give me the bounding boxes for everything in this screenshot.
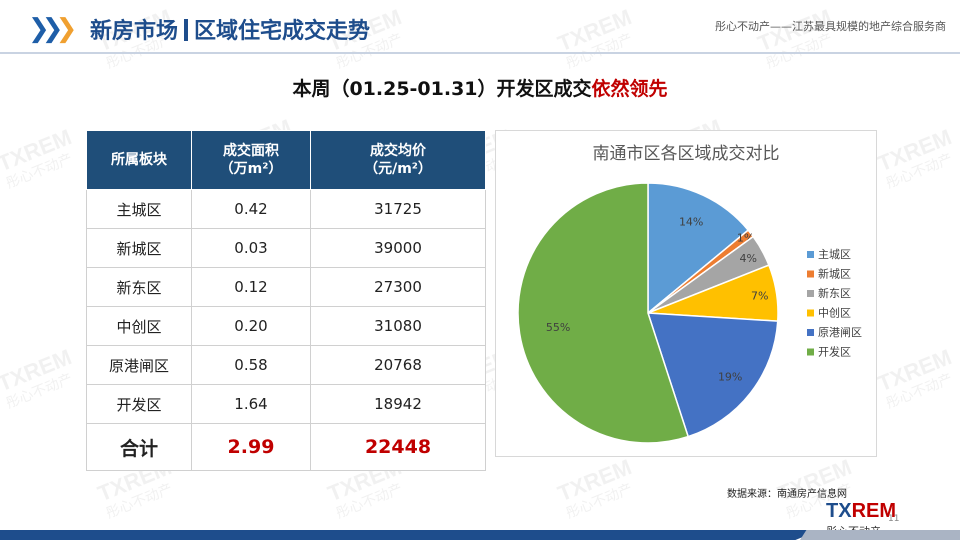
total-label: 合计 xyxy=(86,423,192,471)
cell-district: 新城区 xyxy=(86,228,192,268)
cell-area: 0.58 xyxy=(191,345,311,385)
header-rule xyxy=(0,52,960,54)
legend-swatch-3 xyxy=(807,290,814,297)
pie-slice-6 xyxy=(517,182,690,444)
slice-label-1: 14% xyxy=(679,215,703,228)
logo-main-a: TX xyxy=(826,500,852,522)
pie-chart: 南通市区各区域成交对比14%1%4%7%19%55%主城区新城区新东区中创区原港… xyxy=(517,144,862,444)
table-row: 主城区 0.42 31725 xyxy=(86,189,486,229)
col-header-price: 成交均价 （元/m²） xyxy=(310,130,486,190)
slice-label-3: 4% xyxy=(740,252,757,265)
legend-swatch-1 xyxy=(807,251,814,258)
pie-slice-5 xyxy=(646,312,779,438)
title-part1: 新房市场 xyxy=(90,19,179,44)
legend-label-3: 新东区 xyxy=(818,286,851,300)
cell-area: 0.03 xyxy=(191,228,311,268)
table-total-row: 合计 2.99 22448 xyxy=(86,423,486,471)
table-row: 新东区 0.12 27300 xyxy=(86,267,486,307)
cell-district: 开发区 xyxy=(86,384,192,424)
col-header-area: 成交面积 （万m²） xyxy=(191,130,311,190)
slice-label-5: 19% xyxy=(718,371,742,384)
tagline: 彤心不动产——江苏最具规模的地产综合服务商 xyxy=(715,20,946,33)
legend-swatch-2 xyxy=(807,270,814,278)
total-area: 2.99 xyxy=(191,423,311,471)
chevron-icon: ❯❯❯ xyxy=(28,14,77,44)
header: ❯❯❯ 新房市场 区域住宅成交走势 彤心不动产——江苏最具规模的地产综合服务商 xyxy=(0,0,960,56)
legend-swatch-4 xyxy=(807,309,814,317)
total-price: 22448 xyxy=(310,423,486,471)
cell-area: 0.20 xyxy=(191,306,311,346)
pie-chart-panel: 南通市区各区域成交对比 14% 1% 4% 7% 19% 55% 主城区 新城区 新东区 中创区 原港… xyxy=(495,130,877,457)
legend-label-5: 原港闸区 xyxy=(818,326,862,339)
chart-title: 南通市区各区域成交对比 xyxy=(593,144,780,164)
cell-district: 主城区 xyxy=(86,189,192,229)
title-divider xyxy=(184,19,189,41)
subtitle-main: 本周（01.25-01.31）开发区成交 xyxy=(292,78,592,100)
table-header-row: 所属板块 成交面积 （万m²） 成交均价 （元/m²） xyxy=(86,130,486,190)
cell-price: 18942 xyxy=(310,384,486,424)
cell-price: 31080 xyxy=(310,306,486,346)
table-row: 原港闸区 0.58 20768 xyxy=(86,345,486,385)
title-part2: 区域住宅成交走势 xyxy=(194,19,371,44)
subtitle-highlight: 依然领先 xyxy=(591,78,668,100)
table-row: 中创区 0.20 31080 xyxy=(86,306,486,346)
data-source: 数据来源：南通房产信息网 xyxy=(727,489,847,500)
slice-label-4: 7% xyxy=(751,289,768,302)
legend-swatch-5 xyxy=(807,329,814,336)
col-header-district: 所属板块 xyxy=(86,130,192,190)
cell-price: 27300 xyxy=(310,267,486,307)
subtitle: 本周（01.25-01.31）开发区成交依然领先 xyxy=(0,74,960,101)
cell-district: 原港闸区 xyxy=(86,345,192,385)
legend-label-6: 开发区 xyxy=(818,345,851,359)
cell-area: 0.42 xyxy=(191,189,311,229)
page-number: 11 xyxy=(888,514,900,524)
cell-area: 1.64 xyxy=(191,384,311,424)
cell-area: 0.12 xyxy=(191,267,311,307)
transaction-table: 所属板块 成交面积 （万m²） 成交均价 （元/m²） 主城区 0.42 31725 新城区 0… xyxy=(86,130,486,471)
cell-district: 中创区 xyxy=(86,306,192,346)
logo-main-b: REM xyxy=(851,500,897,522)
pie-slice-1 xyxy=(647,182,750,315)
legend-swatch-6 xyxy=(807,348,814,356)
table-row: 新城区 0.03 39000 xyxy=(86,228,486,268)
cell-district: 新东区 xyxy=(86,267,192,307)
legend-label-1: 主城区 xyxy=(818,248,851,261)
cell-price: 31725 xyxy=(310,189,486,229)
page-title: 新房市场 区域住宅成交走势 xyxy=(90,13,370,45)
legend-label-4: 中创区 xyxy=(818,307,851,320)
footer-bar xyxy=(0,527,960,540)
slice-label-6: 55% xyxy=(546,321,570,334)
legend-label-2: 新城区 xyxy=(818,267,851,281)
table-row: 开发区 1.64 18942 xyxy=(86,384,486,424)
cell-price: 39000 xyxy=(310,228,486,268)
cell-price: 20768 xyxy=(310,345,486,385)
